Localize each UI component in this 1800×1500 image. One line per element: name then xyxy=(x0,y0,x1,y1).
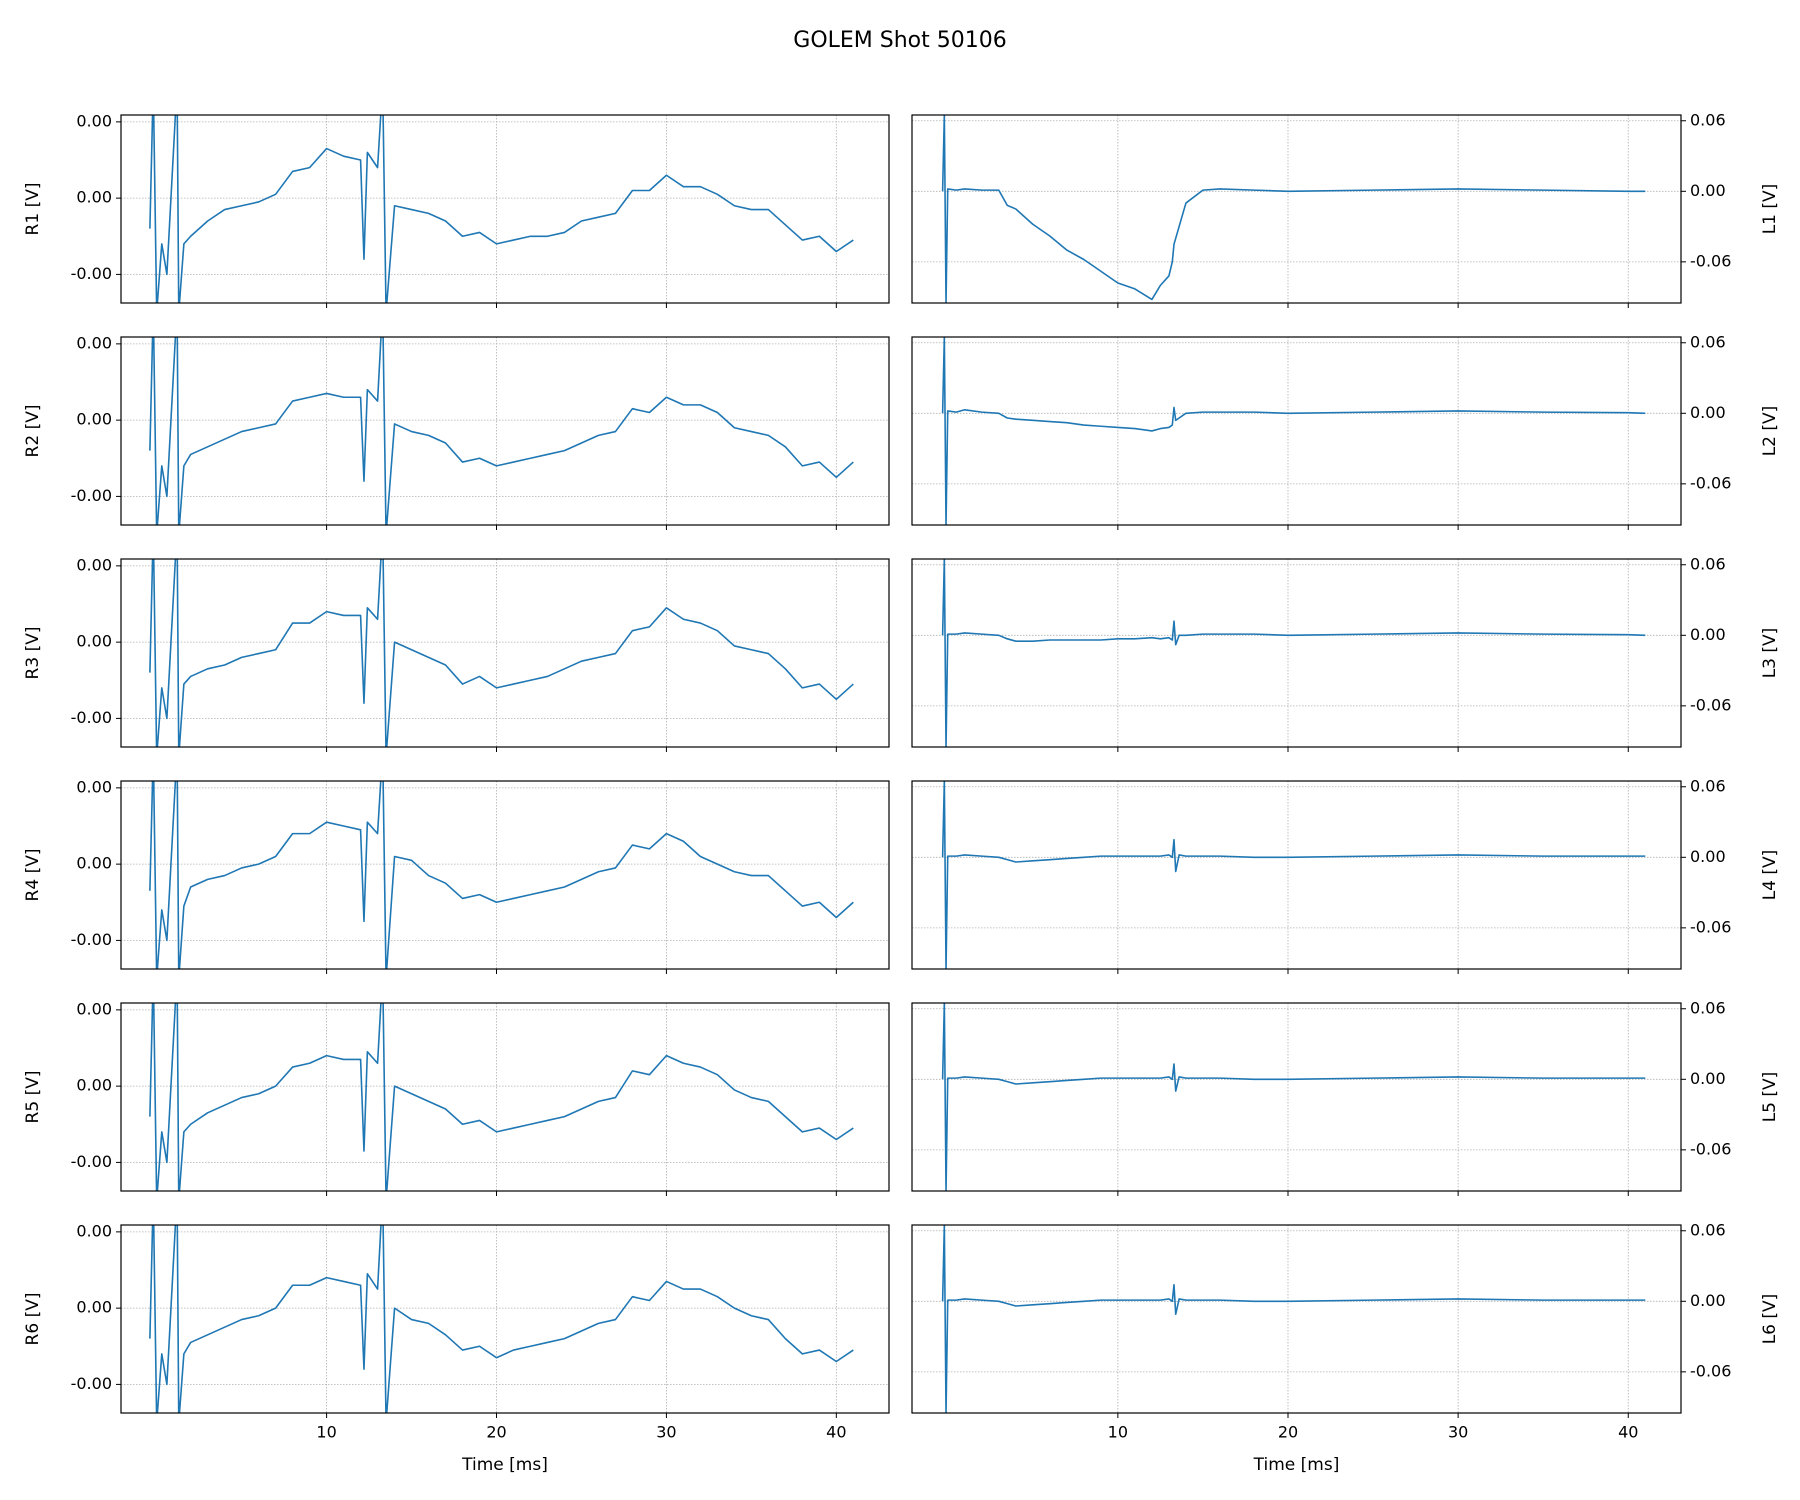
x-axis-label: Time [ms] xyxy=(461,1455,548,1475)
y-tick-label: -0.00 xyxy=(71,264,112,283)
y-tick-label: -0.06 xyxy=(1690,1361,1731,1380)
data-line xyxy=(149,1225,854,1413)
subplot: 10 20 30 40 0.06 0.00 -0.06 L6 [V] Time [ms] xyxy=(911,1220,1780,1475)
y-tick-label: -0.00 xyxy=(71,1152,112,1171)
axes-frame xyxy=(120,1224,890,1414)
x-tick-label: 40 xyxy=(1618,1423,1638,1442)
axes-frame xyxy=(120,780,890,970)
axes-frame xyxy=(911,114,1682,304)
axes-frame xyxy=(120,114,890,304)
y-axis-label: R2 [V] xyxy=(23,405,43,458)
y-tick-label: 0.00 xyxy=(76,111,112,130)
axes-frame xyxy=(911,780,1682,970)
subplot: 10 20 30 40 0.00 0.00 -0.00 R6 [V] Time [ms] xyxy=(23,1221,890,1475)
y-tick-label: 0.00 xyxy=(76,410,112,429)
x-axis-label: Time [ms] xyxy=(1253,1455,1340,1475)
data-line xyxy=(941,1225,1646,1413)
figure-title: GOLEM Shot 50106 xyxy=(793,28,1006,53)
data-line xyxy=(941,559,1646,747)
y-tick-label: 0.06 xyxy=(1690,554,1726,573)
y-axis-label: L1 [V] xyxy=(1760,184,1780,235)
y-axis-label: L4 [V] xyxy=(1760,850,1780,901)
data-line xyxy=(941,115,1646,303)
y-axis-label: R6 [V] xyxy=(23,1293,43,1346)
x-tick-label: 20 xyxy=(486,1423,506,1442)
subplot: 0.00 0.00 -0.00 R1 [V] xyxy=(23,111,890,308)
y-tick-label: 0.00 xyxy=(1690,625,1726,644)
x-tick-label: 10 xyxy=(316,1423,336,1442)
y-tick-label: 0.06 xyxy=(1690,332,1726,351)
data-line xyxy=(941,1003,1646,1191)
x-tick-label: 40 xyxy=(826,1423,846,1442)
subplot: 0.00 0.00 -0.00 R2 [V] xyxy=(23,333,890,530)
axes-frame xyxy=(911,1002,1682,1192)
axes-frame xyxy=(120,1002,890,1192)
data-line xyxy=(941,781,1646,969)
y-tick-label: 0.00 xyxy=(76,555,112,574)
y-tick-label: 0.00 xyxy=(76,1221,112,1240)
y-axis-label: R4 [V] xyxy=(23,849,43,902)
y-tick-label: 0.06 xyxy=(1690,776,1726,795)
y-tick-label: 0.00 xyxy=(1690,181,1726,200)
subplot: 0.00 0.00 -0.00 R4 [V] xyxy=(23,777,890,974)
y-tick-label: -0.00 xyxy=(71,708,112,727)
axes-frame xyxy=(911,336,1682,526)
y-axis-label: L6 [V] xyxy=(1760,1294,1780,1345)
y-tick-label: -0.06 xyxy=(1690,917,1731,936)
data-line xyxy=(149,1003,854,1191)
y-tick-label: 0.00 xyxy=(76,1076,112,1095)
y-tick-label: 0.06 xyxy=(1690,110,1726,129)
data-line xyxy=(941,337,1646,525)
y-tick-label: 0.00 xyxy=(76,333,112,352)
y-tick-label: 0.00 xyxy=(1690,403,1726,422)
subplot: 0.06 0.00 -0.06 L2 [V] xyxy=(911,332,1780,530)
y-tick-label: 0.00 xyxy=(76,854,112,873)
y-tick-label: -0.06 xyxy=(1690,1139,1731,1158)
y-axis-label: L3 [V] xyxy=(1760,628,1780,679)
data-line xyxy=(149,781,854,969)
data-line xyxy=(149,337,854,525)
axes-frame xyxy=(911,558,1682,748)
y-tick-label: 0.00 xyxy=(76,999,112,1018)
y-tick-label: -0.06 xyxy=(1690,473,1731,492)
y-tick-label: 0.06 xyxy=(1690,1220,1726,1239)
y-tick-label: 0.00 xyxy=(76,777,112,796)
x-tick-label: 10 xyxy=(1108,1423,1128,1442)
y-tick-label: 0.00 xyxy=(1690,847,1726,866)
y-axis-label: R1 [V] xyxy=(23,183,43,236)
x-tick-label: 30 xyxy=(656,1423,676,1442)
y-tick-label: 0.00 xyxy=(76,188,112,207)
x-tick-label: 30 xyxy=(1448,1423,1468,1442)
y-tick-label: -0.00 xyxy=(71,1374,112,1393)
y-axis-label: R5 [V] xyxy=(23,1071,43,1124)
axes-frame xyxy=(120,336,890,526)
y-tick-label: -0.06 xyxy=(1690,251,1731,270)
y-tick-label: -0.00 xyxy=(71,930,112,949)
y-tick-label: 0.00 xyxy=(76,1298,112,1317)
y-tick-label: -0.00 xyxy=(71,486,112,505)
axes-frame xyxy=(911,1224,1682,1414)
y-axis-label: L5 [V] xyxy=(1760,1072,1780,1123)
y-tick-label: 0.00 xyxy=(76,632,112,651)
subplot: 0.06 0.00 -0.06 L5 [V] xyxy=(911,998,1780,1196)
y-tick-label: -0.06 xyxy=(1690,695,1731,714)
subplot: 0.06 0.00 -0.06 L1 [V] xyxy=(911,110,1780,308)
y-tick-label: 0.00 xyxy=(1690,1291,1726,1310)
data-line xyxy=(149,559,854,747)
y-tick-label: 0.00 xyxy=(1690,1069,1726,1088)
subplot: 0.06 0.00 -0.06 L3 [V] xyxy=(911,554,1780,752)
x-tick-label: 20 xyxy=(1278,1423,1298,1442)
subplot: 0.00 0.00 -0.00 R5 [V] xyxy=(23,999,890,1196)
subplot: 0.00 0.00 -0.00 R3 [V] xyxy=(23,555,890,752)
y-axis-label: R3 [V] xyxy=(23,627,43,680)
subplot: 0.06 0.00 -0.06 L4 [V] xyxy=(911,776,1780,974)
data-line xyxy=(149,115,854,303)
y-axis-label: L2 [V] xyxy=(1760,406,1780,457)
y-tick-label: 0.06 xyxy=(1690,998,1726,1017)
axes-frame xyxy=(120,558,890,748)
